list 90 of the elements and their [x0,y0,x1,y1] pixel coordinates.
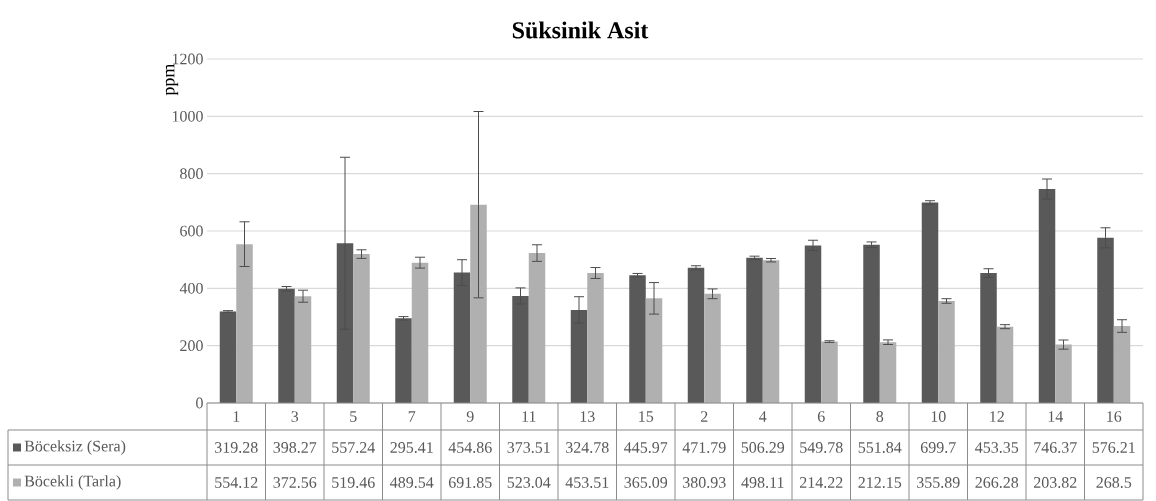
data-label: 506.29 [741,442,785,453]
bar [470,204,487,403]
data-label: 445.97 [624,442,668,453]
bar [996,326,1014,403]
data-label: 519.46 [332,477,375,488]
data-label: 454.86 [448,442,492,453]
y-tick-label: 200 [180,340,203,352]
bar [821,341,838,403]
bar [570,309,588,403]
data-label: 557.24 [332,442,375,453]
x-tick-label: 13 [580,411,595,422]
legend-label: Böceksiz (Sera) [24,440,126,455]
bar [512,295,529,403]
data-label: 398.27 [273,442,317,453]
x-tick-label: 1 [233,411,240,422]
bar [587,272,604,403]
x-tick-label: 12 [990,411,1004,422]
x-tick-label: 14 [1048,411,1064,422]
bar [1097,237,1114,403]
data-label: 372.56 [273,477,317,488]
data-label: 380.93 [683,477,726,488]
chart-title: Süksinik Asit [512,21,649,39]
x-tick-label: 3 [291,411,299,422]
bar [762,260,780,403]
data-label: 266.28 [975,477,1019,488]
data-label: 319.28 [215,442,258,453]
bar [980,273,997,403]
data-label: 523.04 [507,477,551,488]
x-tick-label: 4 [759,411,767,422]
data-label: 212.15 [858,477,902,488]
data-label: 691.85 [448,477,492,488]
x-tick-label: 8 [876,411,884,422]
bar [629,275,646,403]
bar [804,245,822,403]
bar [353,254,370,403]
bar [863,244,880,403]
data-label: 498.11 [741,477,784,488]
bar [704,293,721,403]
x-tick-label: 6 [817,411,825,422]
data-label: 489.54 [390,477,434,488]
bar [453,272,471,403]
x-tick-label: 16 [1107,411,1122,422]
x-tick-label: 9 [466,411,474,422]
data-label: 324.78 [566,442,609,453]
bar [395,318,412,403]
x-tick-label: 7 [408,411,416,422]
bar [236,244,253,403]
y-tick-label: 600 [180,225,203,237]
y-tick-label: 400 [179,282,203,294]
data-label: 355.89 [917,477,960,488]
data-label: 549.78 [800,442,843,453]
bar [921,202,939,403]
bar [1038,189,1056,403]
x-tick-label: 11 [522,411,536,422]
data-label: 746.37 [1034,442,1077,453]
x-tick-label: 2 [700,411,708,422]
bar [645,298,663,403]
bar [746,257,763,403]
data-label: 471.79 [682,442,726,453]
x-tick-label: 15 [639,411,654,422]
bar [528,253,546,403]
y-tick-label: 1200 [172,53,203,65]
bar [294,296,312,403]
data-label: 453.35 [975,442,1019,453]
bar [1055,344,1072,403]
y-tick-label: 1000 [172,110,203,122]
bar [879,342,897,403]
data-label: 551.84 [858,442,902,453]
data-label: 365.09 [624,477,668,488]
x-tick-label: 10 [931,411,946,422]
bar [411,262,429,403]
data-label: 203.82 [1033,477,1077,488]
bar [278,288,295,403]
legend-label: Böcekli (Tarla) [24,475,121,490]
data-label: 453.51 [565,477,609,488]
bar [219,311,237,403]
y-tick-label: 800 [180,168,203,180]
data-label: 295.41 [390,442,433,453]
x-tick-label: 5 [350,411,357,422]
y-tick-label: 0 [196,397,203,409]
y-axis-title: ppm [165,63,179,96]
data-label: 699.7 [920,442,956,453]
bar [1113,326,1131,403]
data-label: 554.12 [215,477,258,488]
data-label: 268.5 [1096,477,1132,488]
bar [687,267,705,403]
data-label: 373.51 [507,442,550,453]
data-label: 576.21 [1092,442,1135,453]
data-label: 214.22 [799,477,843,488]
bar [938,300,955,403]
